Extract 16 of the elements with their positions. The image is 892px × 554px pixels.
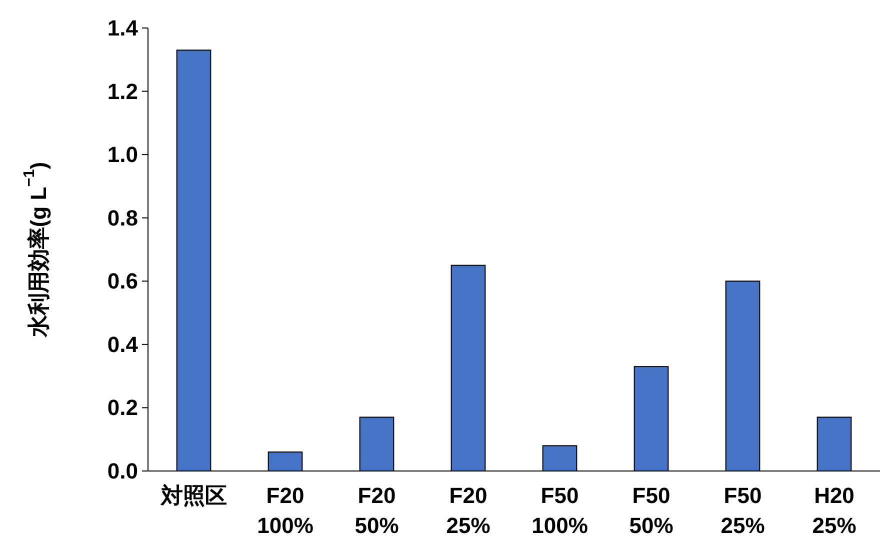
x-tick-label: F50 25% (720, 482, 765, 538)
x-tick-label: F20 25% (446, 482, 490, 538)
y-tick-label: 0.2 (107, 395, 138, 420)
y-tick-label: 1.4 (107, 16, 139, 40)
x-tick-label: H20 25% (812, 482, 856, 538)
y-tick-label: 0.6 (107, 268, 138, 294)
x-tick-label: F20 50% (354, 482, 399, 538)
x-tick-label: F50 100% (532, 482, 588, 538)
y-tick-label: 0.4 (107, 332, 139, 357)
y-tick-label: 1.0 (107, 142, 138, 168)
y-tick-label: 1.2 (107, 78, 138, 104)
y-tick-label: 0.8 (107, 205, 138, 230)
y-tick-label: 0.0 (107, 458, 138, 484)
x-tick-label: 対照区 (160, 482, 227, 508)
x-tick-label: F50 50% (629, 482, 674, 538)
x-tick-label: F20 100% (257, 482, 314, 538)
